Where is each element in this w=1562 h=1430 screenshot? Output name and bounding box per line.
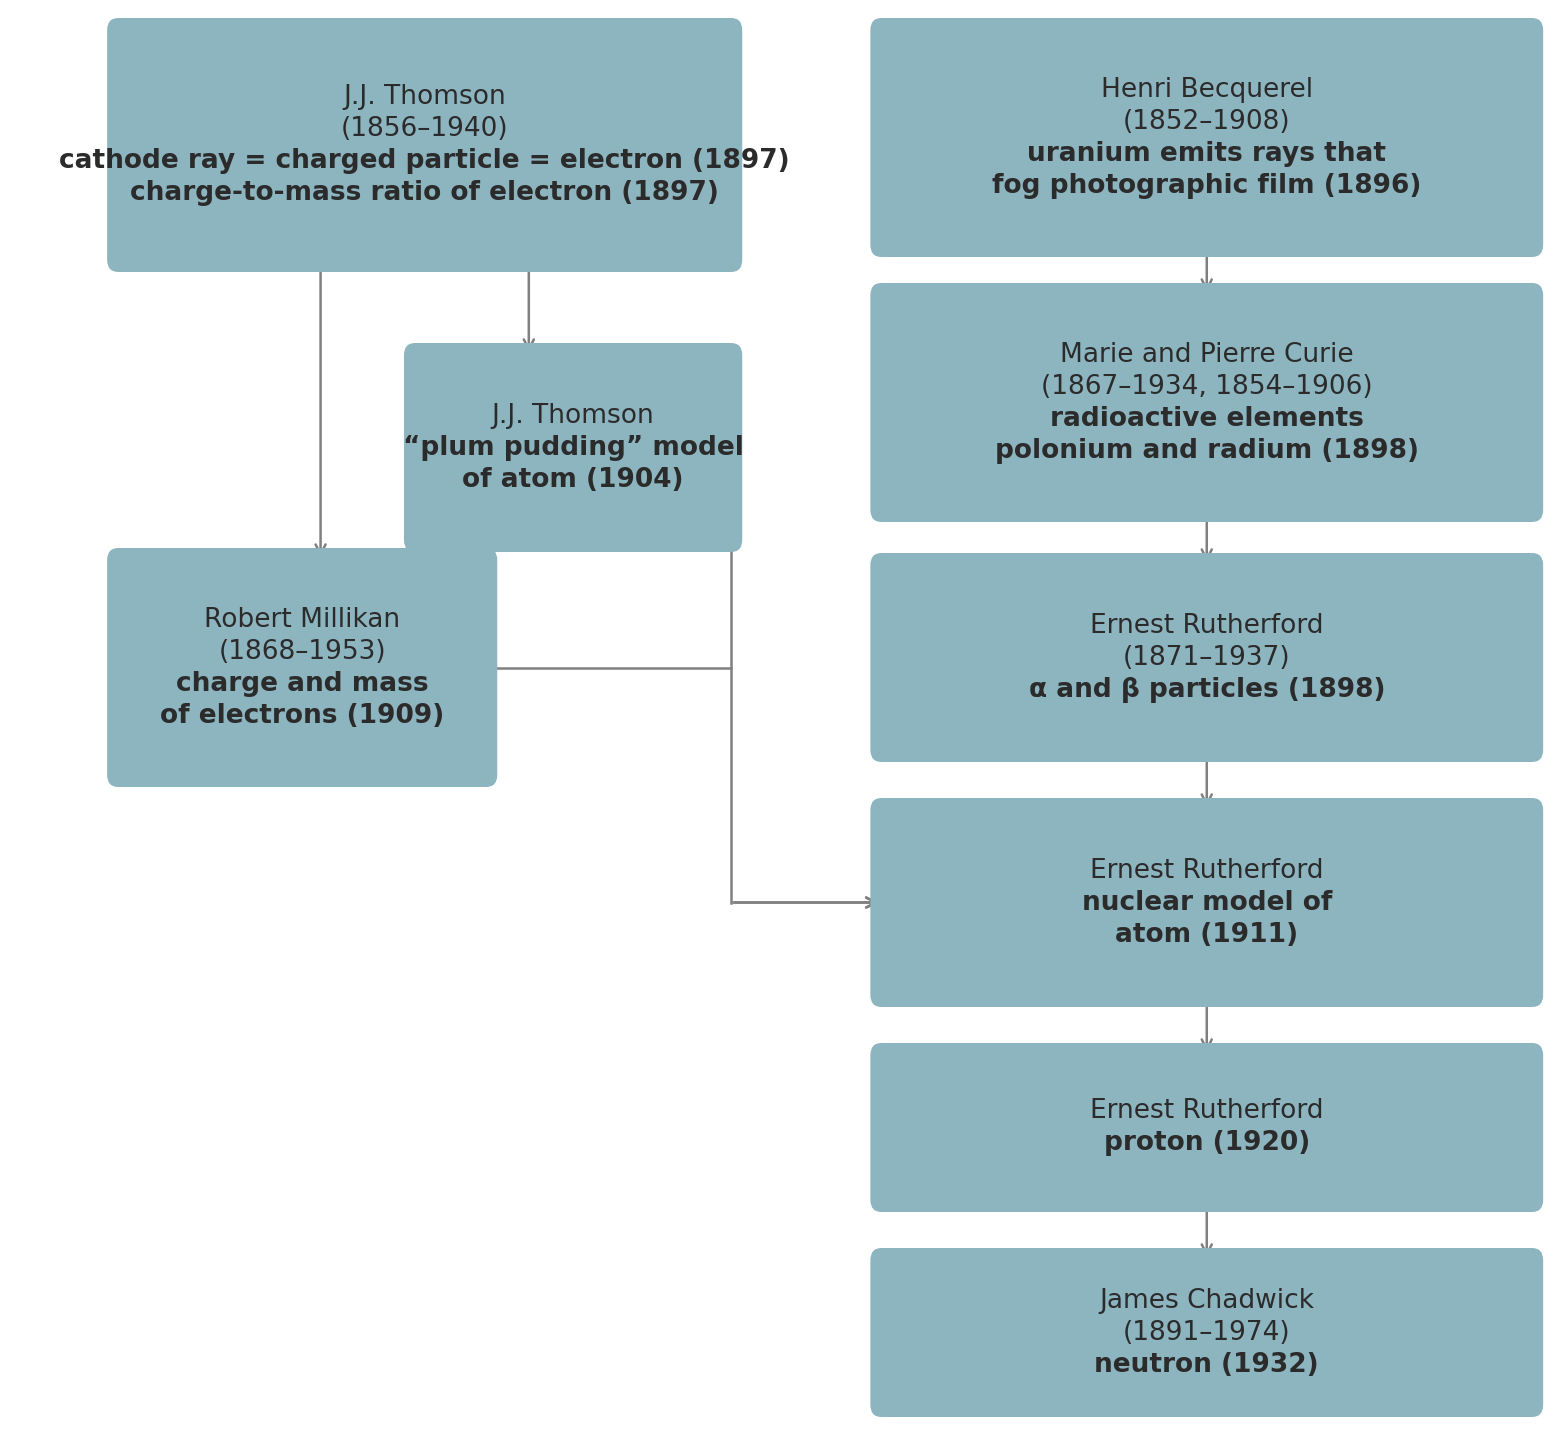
Text: (1868–1953): (1868–1953) <box>219 639 386 665</box>
Text: (1867–1934, 1854–1906): (1867–1934, 1854–1906) <box>1040 373 1373 399</box>
Text: polonium and radium (1898): polonium and radium (1898) <box>995 438 1418 463</box>
Text: (1871–1937): (1871–1937) <box>1123 645 1290 671</box>
FancyBboxPatch shape <box>870 1248 1543 1417</box>
Text: Henri Becquerel: Henri Becquerel <box>1101 76 1312 103</box>
Text: radioactive elements: radioactive elements <box>1050 406 1364 432</box>
Text: James Chadwick: James Chadwick <box>1100 1287 1314 1314</box>
Text: fog photographic film (1896): fog photographic film (1896) <box>992 173 1421 199</box>
Text: cathode ray = charged particle = electron (1897): cathode ray = charged particle = electro… <box>59 147 790 174</box>
Text: Ernest Rutherford: Ernest Rutherford <box>1090 858 1323 884</box>
Text: Robert Millikan: Robert Millikan <box>205 606 400 632</box>
Text: Ernest Rutherford: Ernest Rutherford <box>1090 1098 1323 1124</box>
Text: uranium emits rays that: uranium emits rays that <box>1028 140 1385 166</box>
Text: (1891–1974): (1891–1974) <box>1123 1320 1290 1346</box>
Text: (1852–1908): (1852–1908) <box>1123 109 1290 134</box>
Text: of electrons (1909): of electrons (1909) <box>159 702 444 728</box>
Text: J.J. Thomson: J.J. Thomson <box>492 402 654 429</box>
Text: α and β particles (1898): α and β particles (1898) <box>1028 676 1385 702</box>
Text: charge and mass: charge and mass <box>177 671 428 696</box>
Text: proton (1920): proton (1920) <box>1104 1131 1311 1157</box>
Text: “plum pudding” model: “plum pudding” model <box>403 435 744 460</box>
Text: Marie and Pierre Curie: Marie and Pierre Curie <box>1061 342 1354 368</box>
Text: of atom (1904): of atom (1904) <box>462 466 684 492</box>
FancyBboxPatch shape <box>108 548 497 787</box>
Text: charge-to-mass ratio of electron (1897): charge-to-mass ratio of electron (1897) <box>130 180 719 206</box>
FancyBboxPatch shape <box>870 19 1543 257</box>
FancyBboxPatch shape <box>870 1042 1543 1213</box>
Text: neutron (1932): neutron (1932) <box>1095 1351 1318 1377</box>
FancyBboxPatch shape <box>870 798 1543 1007</box>
Text: Ernest Rutherford: Ernest Rutherford <box>1090 612 1323 639</box>
Text: (1856–1940): (1856–1940) <box>341 116 509 142</box>
FancyBboxPatch shape <box>870 553 1543 762</box>
Text: atom (1911): atom (1911) <box>1115 921 1298 948</box>
Text: nuclear model of: nuclear model of <box>1081 889 1332 915</box>
FancyBboxPatch shape <box>405 343 742 552</box>
Text: J.J. Thomson: J.J. Thomson <box>344 84 506 110</box>
FancyBboxPatch shape <box>108 19 742 272</box>
FancyBboxPatch shape <box>870 283 1543 522</box>
